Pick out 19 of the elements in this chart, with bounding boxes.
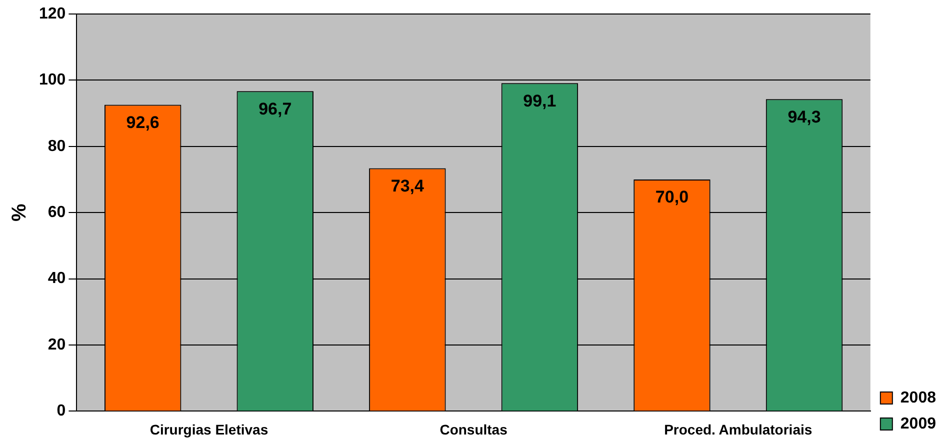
data-label: 70,0 — [655, 188, 689, 207]
y-tick-label: 80 — [48, 138, 66, 155]
y-tick-label: 20 — [48, 336, 66, 354]
y-tick-label: 120 — [38, 5, 66, 22]
legend-label: 2008 — [900, 389, 936, 406]
data-label: 92,6 — [126, 112, 160, 132]
data-label: 73,4 — [390, 176, 424, 196]
x-tick-label: Cirurgias Eletivas — [150, 421, 268, 438]
data-label: 94,3 — [788, 107, 821, 126]
y-tick-label: 60 — [48, 204, 66, 222]
x-tick-label: Consultas — [440, 421, 508, 438]
legend-label: 2009 — [900, 415, 936, 432]
y-tick-label: 100 — [38, 72, 66, 89]
x-tick-label: Proced. Ambulatoriais — [664, 421, 812, 438]
data-label: 96,7 — [258, 99, 292, 118]
y-tick-label: 40 — [48, 270, 66, 288]
y-tick-label: 0 — [56, 402, 66, 420]
data-label: 99,1 — [523, 91, 556, 110]
y-axis-title: % — [8, 204, 31, 222]
